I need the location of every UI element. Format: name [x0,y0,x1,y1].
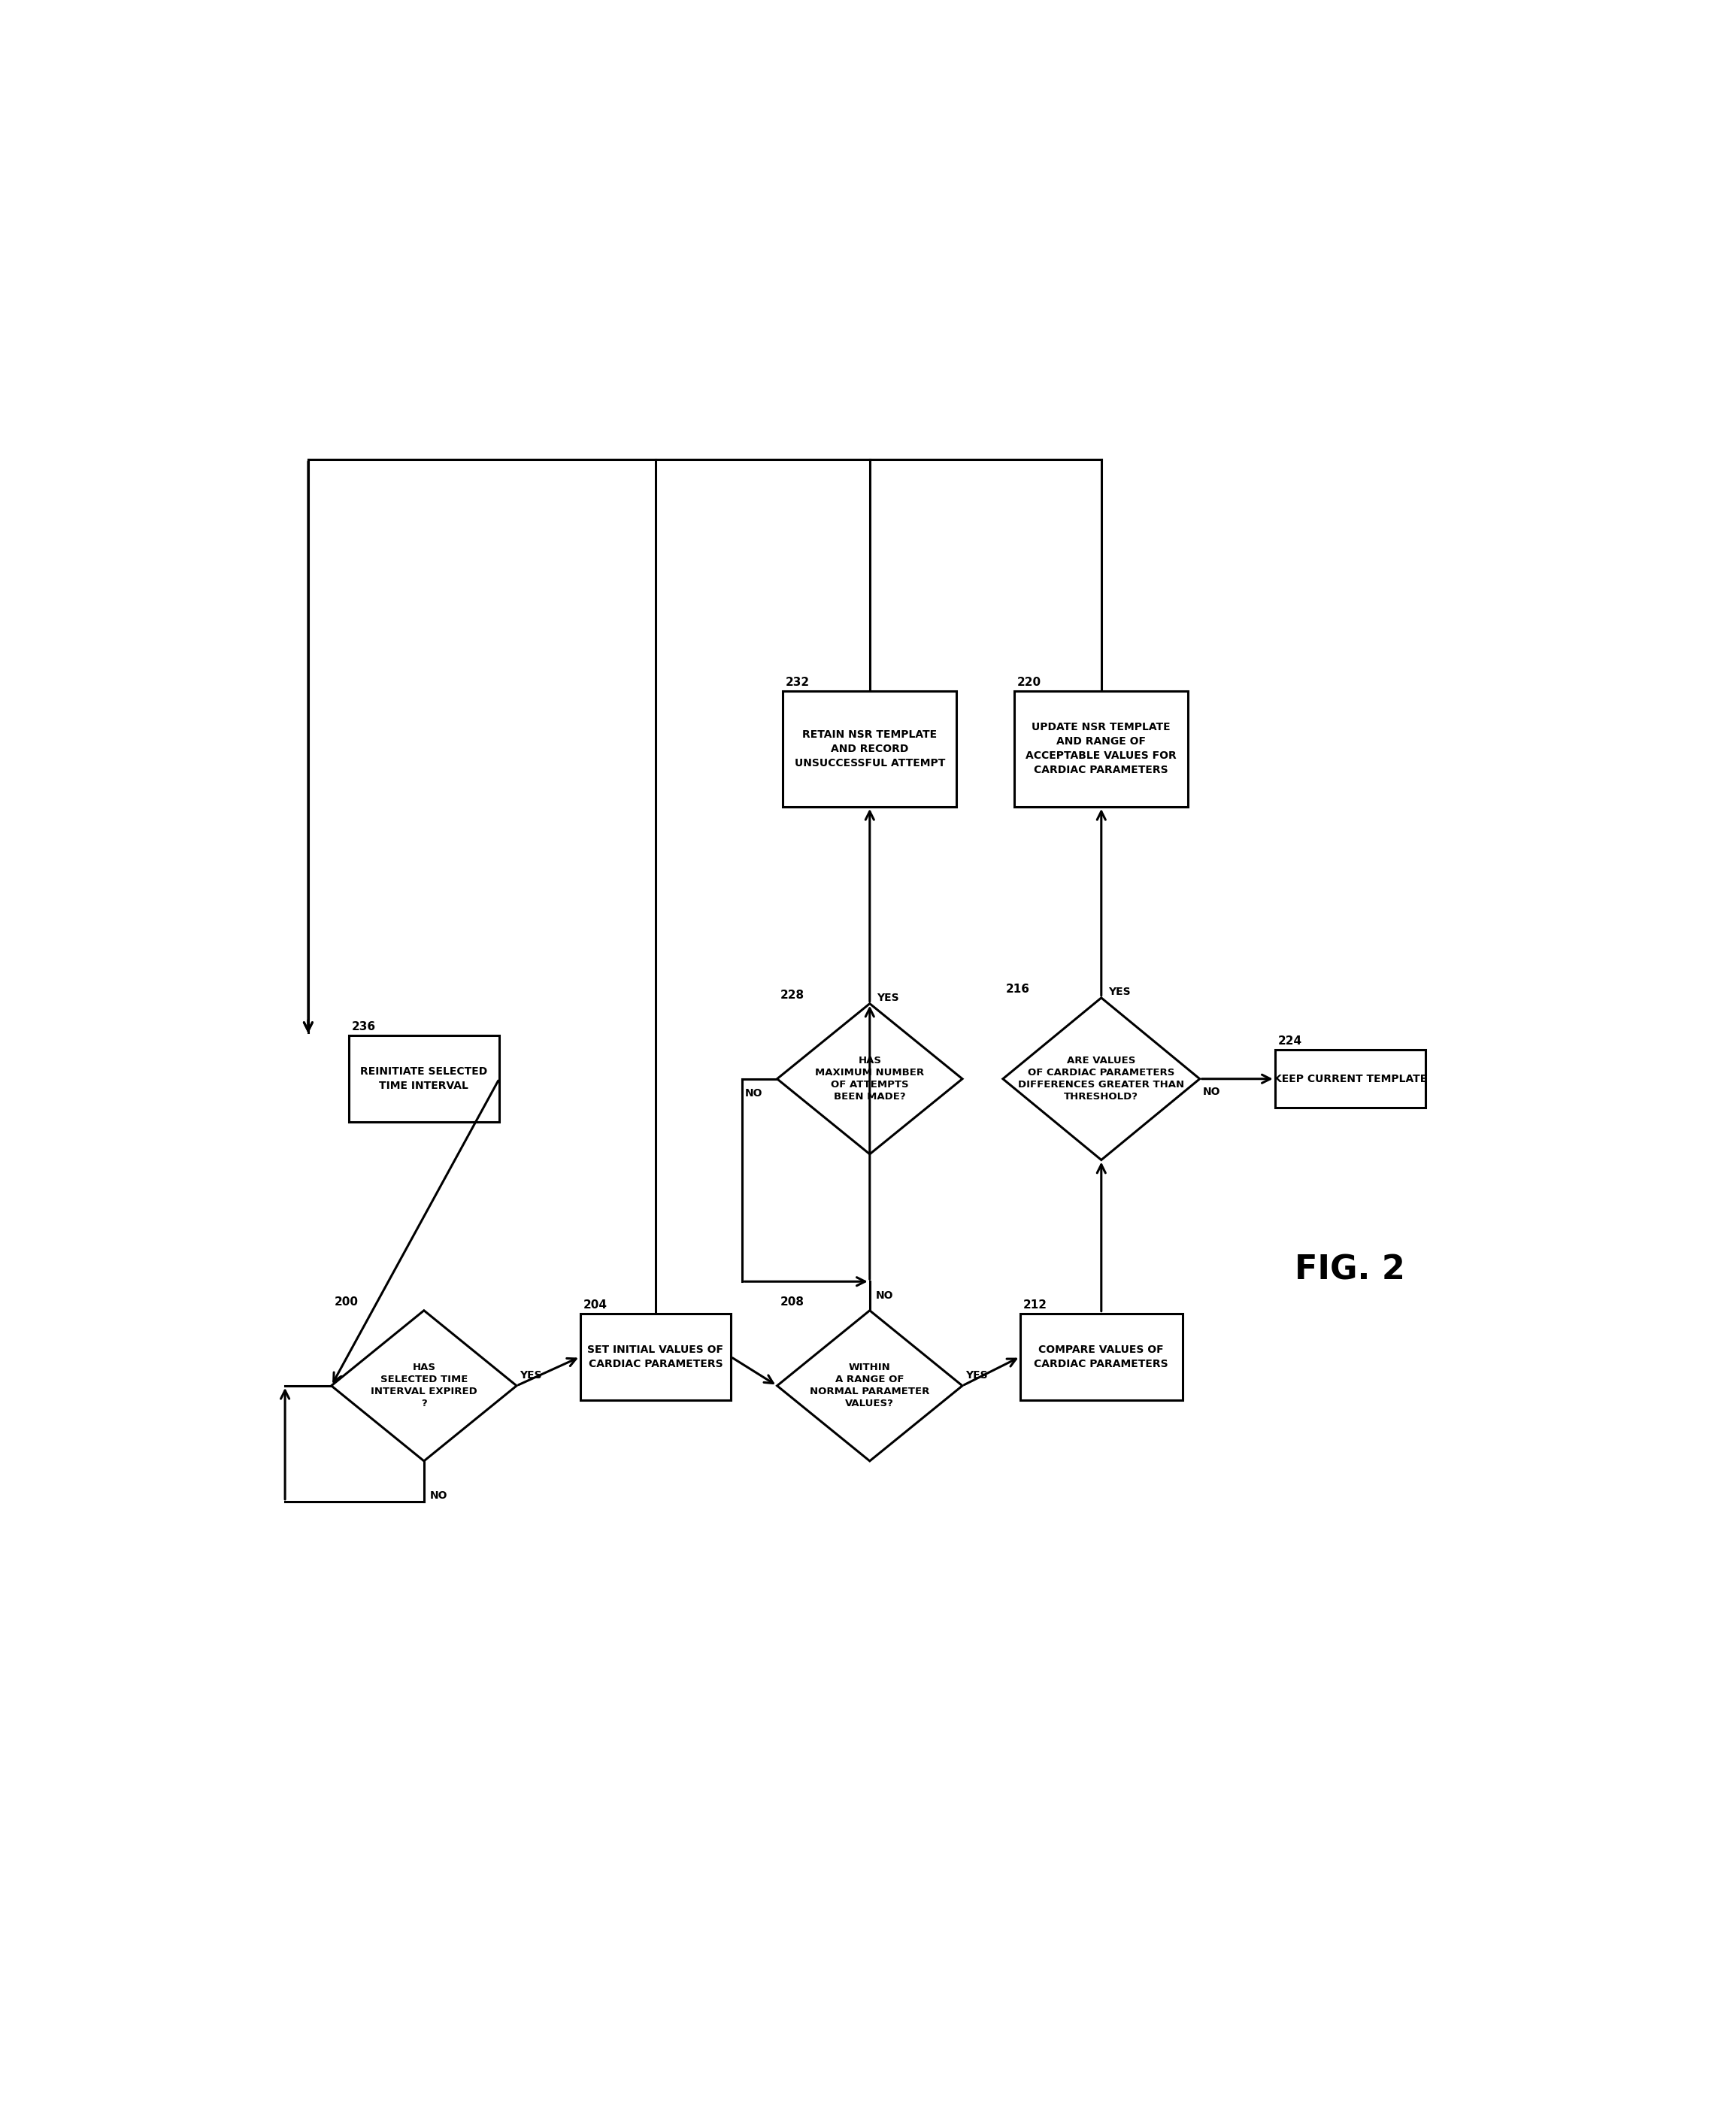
Text: WITHIN
A RANGE OF
NORMAL PARAMETER
VALUES?: WITHIN A RANGE OF NORMAL PARAMETER VALUE… [809,1363,930,1409]
Text: 236: 236 [352,1021,375,1032]
Text: ARE VALUES
OF CARDIAC PARAMETERS
DIFFERENCES GREATER THAN
THRESHOLD?: ARE VALUES OF CARDIAC PARAMETERS DIFFERE… [1019,1055,1184,1101]
Text: 216: 216 [1005,983,1029,996]
Polygon shape [332,1310,517,1460]
Text: FIG. 2: FIG. 2 [1295,1253,1406,1287]
Text: 204: 204 [583,1300,608,1310]
FancyBboxPatch shape [1014,690,1187,806]
Text: NO: NO [1203,1087,1220,1097]
FancyBboxPatch shape [349,1036,500,1123]
Text: REINITIATE SELECTED
TIME INTERVAL: REINITIATE SELECTED TIME INTERVAL [361,1066,488,1091]
Text: COMPARE VALUES OF
CARDIAC PARAMETERS: COMPARE VALUES OF CARDIAC PARAMETERS [1035,1344,1168,1369]
Text: 220: 220 [1017,677,1042,688]
Text: 224: 224 [1278,1036,1302,1047]
Polygon shape [1003,998,1200,1160]
Text: YES: YES [965,1369,988,1380]
Text: 228: 228 [779,990,804,1000]
FancyBboxPatch shape [580,1312,731,1401]
Text: YES: YES [877,992,899,1002]
Text: 200: 200 [335,1296,358,1308]
Text: HAS
MAXIMUM NUMBER
OF ATTEMPTS
BEEN MADE?: HAS MAXIMUM NUMBER OF ATTEMPTS BEEN MADE… [816,1055,924,1101]
Text: KEEP CURRENT TEMPLATE: KEEP CURRENT TEMPLATE [1274,1074,1427,1085]
Text: 212: 212 [1023,1300,1047,1310]
Text: SET INITIAL VALUES OF
CARDIAC PARAMETERS: SET INITIAL VALUES OF CARDIAC PARAMETERS [587,1344,724,1369]
Text: 208: 208 [779,1296,804,1308]
Text: HAS
SELECTED TIME
INTERVAL EXPIRED
?: HAS SELECTED TIME INTERVAL EXPIRED ? [372,1363,477,1409]
Text: RETAIN NSR TEMPLATE
AND RECORD
UNSUCCESSFUL ATTEMPT: RETAIN NSR TEMPLATE AND RECORD UNSUCCESS… [795,730,944,768]
Text: YES: YES [519,1369,542,1380]
Text: NO: NO [745,1089,762,1099]
Polygon shape [778,1310,962,1460]
Text: NO: NO [431,1490,448,1500]
Text: UPDATE NSR TEMPLATE
AND RANGE OF
ACCEPTABLE VALUES FOR
CARDIAC PARAMETERS: UPDATE NSR TEMPLATE AND RANGE OF ACCEPTA… [1026,722,1177,776]
Text: YES: YES [1108,987,1130,998]
Text: 232: 232 [786,677,811,688]
Text: NO: NO [875,1291,894,1302]
Polygon shape [778,1004,962,1154]
FancyBboxPatch shape [1274,1051,1425,1108]
FancyBboxPatch shape [1021,1312,1182,1401]
FancyBboxPatch shape [783,690,957,806]
